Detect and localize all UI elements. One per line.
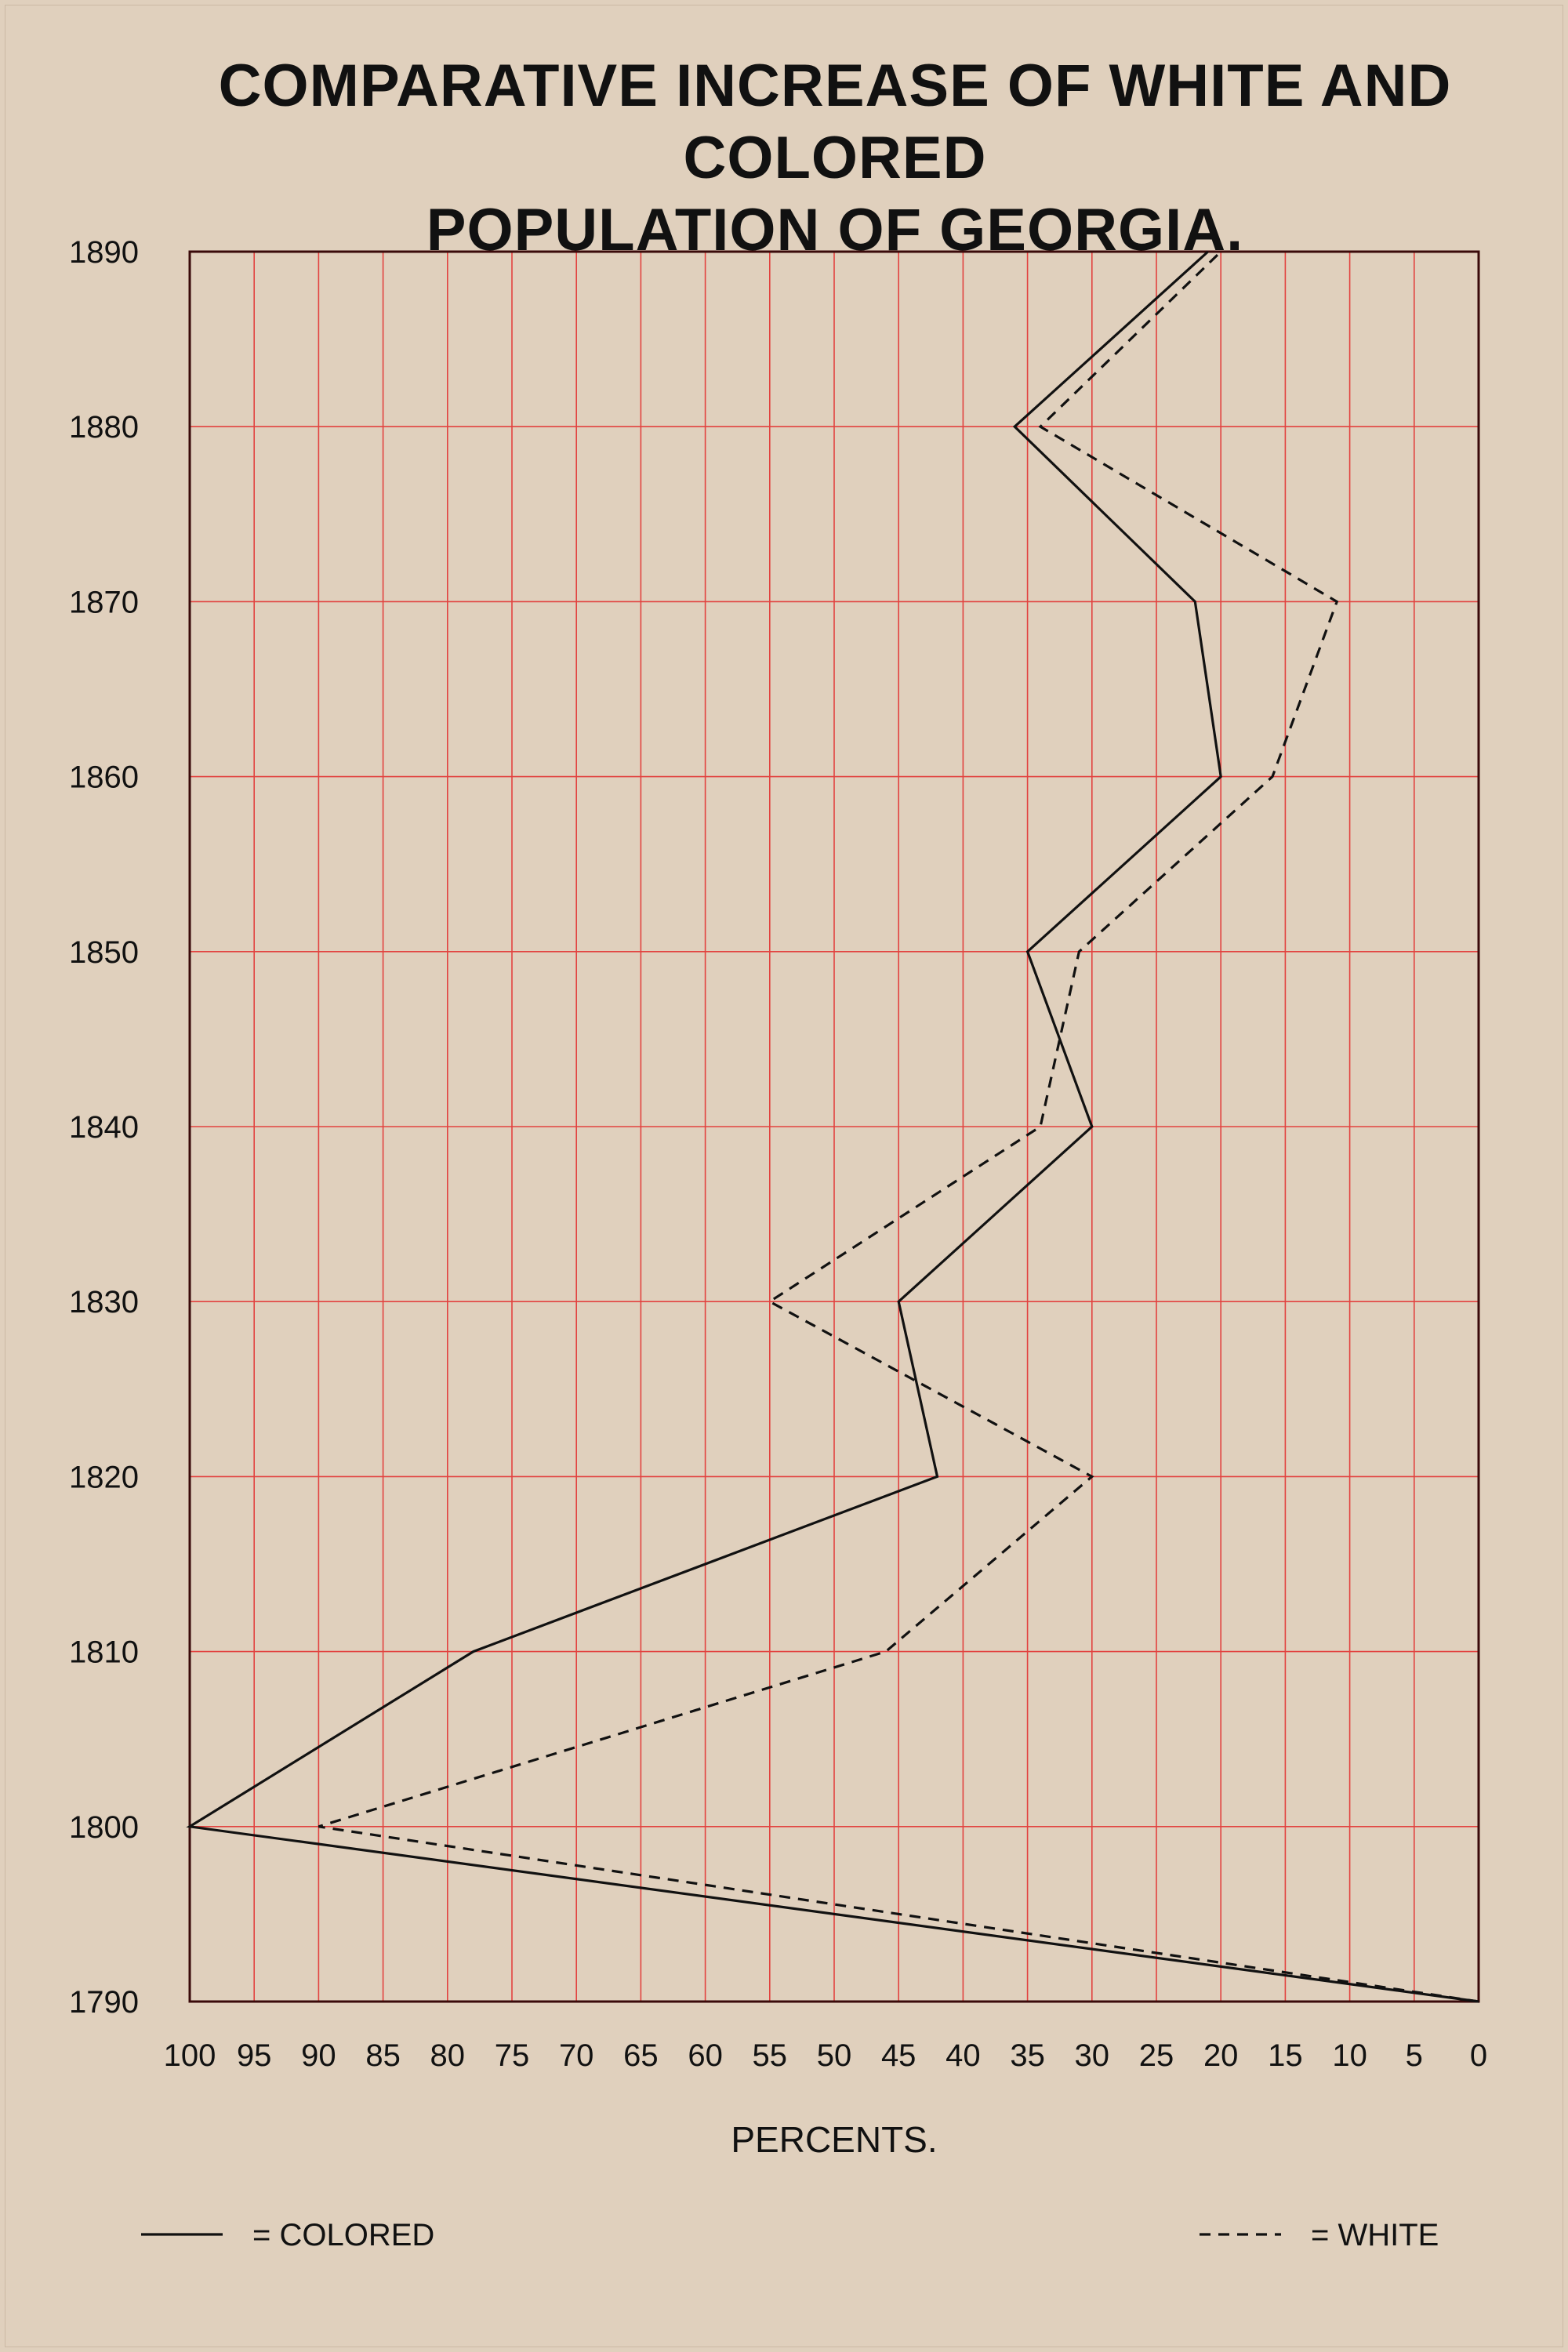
x-tick-label-20: 20 [1203, 2038, 1239, 2073]
series-line-white [318, 250, 1479, 2003]
x-tick-label-95: 95 [237, 2038, 272, 2073]
page-frame [5, 5, 1563, 2347]
x-tick-labels: 100 95 90 85 80 75 70 65 60 55 50 45 40 35 30 25 20 15 10 5… [164, 2038, 1488, 2073]
x-tick-label-15: 15 [1268, 2038, 1303, 2073]
x-tick-label-90: 90 [301, 2038, 336, 2073]
x-tick-label-85: 85 [365, 2038, 401, 2073]
legend-label-colored: = COLORED [252, 2218, 434, 2252]
grid-layer [189, 251, 1479, 2002]
y-tick-label-1890: 1890 [69, 235, 139, 270]
x-tick-label-55: 55 [753, 2038, 788, 2073]
x-axis-title: PERCENTS. [731, 2119, 937, 2160]
x-tick-label-50: 50 [817, 2038, 852, 2073]
x-tick-label-100: 100 [164, 2038, 216, 2073]
y-tick-label-1860: 1860 [69, 760, 139, 795]
x-tick-label-25: 25 [1139, 2038, 1174, 2073]
legend: = COLORED = WHITE [141, 2218, 1439, 2252]
y-tick-label-1830: 1830 [69, 1285, 139, 1319]
y-tick-label-1840: 1840 [69, 1110, 139, 1145]
y-tick-label-1810: 1810 [69, 1635, 139, 1670]
x-tick-label-5: 5 [1406, 2038, 1423, 2073]
x-tick-label-60: 60 [688, 2038, 723, 2073]
x-tick-label-80: 80 [430, 2038, 466, 2073]
y-tick-labels: 1890 1880 1870 1860 1850 1840 1830 1820 1810 1800… [69, 235, 139, 2020]
y-tick-label-1820: 1820 [69, 1460, 139, 1494]
x-tick-label-70: 70 [559, 2038, 594, 2073]
chart-title-line-1: COMPARATIVE INCREASE OF WHITE AND COLORE… [218, 53, 1452, 191]
x-tick-label-65: 65 [623, 2038, 659, 2073]
plot-frame [188, 250, 1480, 2003]
y-tick-label-1800: 1800 [69, 1810, 139, 1845]
x-tick-label-40: 40 [946, 2038, 981, 2073]
y-tick-label-1880: 1880 [69, 410, 139, 445]
y-tick-label-1790: 1790 [69, 1985, 139, 2020]
y-tick-label-1850: 1850 [69, 935, 139, 970]
x-tick-label-35: 35 [1010, 2038, 1045, 2073]
y-tick-label-1870: 1870 [69, 585, 139, 619]
legend-label-white: = WHITE [1311, 2218, 1439, 2252]
x-tick-label-0: 0 [1470, 2038, 1487, 2073]
x-tick-label-10: 10 [1332, 2038, 1367, 2073]
x-tick-label-45: 45 [881, 2038, 916, 2073]
series-layer [186, 250, 1479, 2003]
x-tick-label-30: 30 [1075, 2038, 1110, 2073]
x-tick-label-75: 75 [495, 2038, 530, 2073]
